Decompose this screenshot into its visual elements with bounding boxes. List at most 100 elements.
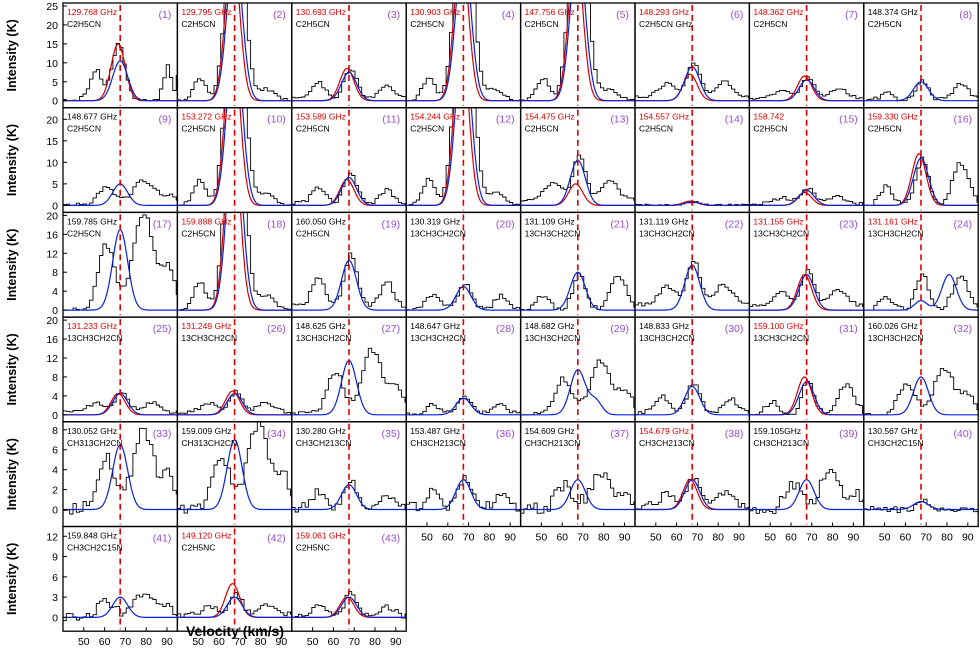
- y-tick-label: 12: [46, 531, 58, 543]
- panel-frequency-label: 130.693 GHz: [296, 7, 346, 17]
- panel-7: 148.362 GHz C2H5CN (7): [748, 2, 865, 109]
- y-tick-label: 9: [52, 552, 58, 564]
- panel-molecule-label: C2H5CN: [296, 228, 330, 238]
- panel-frequency-label: 148.293 GHz: [639, 7, 689, 17]
- panel-number-label: (37): [610, 428, 629, 440]
- panel-43: 159.061 GHz C2H5NC (43) 50 60 70 80 90: [291, 525, 407, 648]
- x-tick-label: 50: [78, 636, 90, 648]
- panel-frequency-label: 160.050 GHz: [296, 216, 346, 226]
- panel-number-label: (3): [387, 9, 400, 21]
- panel-number-label: (5): [616, 9, 629, 21]
- model-total-curve: [63, 43, 178, 102]
- panel-12: 154.244 GHz C2H5CN (12): [405, 107, 522, 214]
- panel-38: 154.679 GHz CH3CH213CN (38) 50 60 70 80 90: [634, 421, 751, 544]
- x-tick-label: 80: [712, 532, 724, 544]
- observed-spectrum: [291, 347, 407, 416]
- panel-molecule-label: C2H5CN: [410, 19, 444, 29]
- panel-frequency-label: 154.557 GHz: [639, 112, 689, 122]
- panel-number-label: (38): [725, 428, 744, 440]
- panel-molecule-label: 13CH3CH2CN: [67, 333, 123, 343]
- observed-spectrum: [177, 421, 292, 514]
- y-tick-label: 12: [46, 353, 58, 365]
- panel-frame: [863, 421, 979, 528]
- x-tick-label: 50: [307, 636, 319, 648]
- panel-number-label: (36): [496, 428, 515, 440]
- model-component-curve: [520, 3, 635, 102]
- panel-frequency-label: 160.026 GHz: [868, 321, 918, 331]
- panel-molecule-label: C2H5CN: [181, 228, 215, 238]
- panel-molecule-label: C2H5NC: [181, 543, 215, 553]
- x-tick-label: 80: [827, 532, 839, 544]
- panel-number-label: (1): [159, 9, 172, 21]
- y-tick-label: 4: [52, 391, 58, 403]
- panel-number-label: (20): [496, 218, 515, 230]
- panel-41: 159.848 GHz CH3CH2C15N (41) 0 3 6 9 12 Intensity…: [5, 525, 179, 648]
- x-tick-label: 70: [234, 636, 246, 648]
- panel-frequency-label: 130.280 GHz: [296, 426, 346, 436]
- y-tick-label: 15: [46, 39, 58, 51]
- panel-number-label: (13): [610, 114, 629, 126]
- panel-molecule-label: CH3CH2C15N: [868, 438, 924, 448]
- panel-frequency-label: 131.233 GHz: [67, 321, 117, 331]
- panel-number-label: (22): [725, 218, 744, 230]
- panel-32: 160.026 GHz 13CH3CH2CN (32): [863, 316, 979, 423]
- model-component-curve: [406, 3, 521, 102]
- y-tick-label: 15: [46, 136, 58, 148]
- y-tick-label: 5: [52, 77, 58, 89]
- panel-frequency-label: 149.120 GHz: [181, 531, 231, 541]
- panel-18: 159.888 GHz C2H5CN (18): [176, 211, 293, 318]
- panel-frequency-label: 130.567 GHz: [868, 426, 918, 436]
- panel-molecule-label: 13CH3CH2CN: [525, 333, 581, 343]
- panel-10: 153.272 GHz C2H5CN (10): [176, 107, 293, 214]
- panel-number-label: (9): [159, 114, 172, 126]
- x-tick-label: 50: [879, 532, 891, 544]
- x-tick-label: 90: [848, 532, 860, 544]
- panel-frequency-label: 154.244 GHz: [410, 112, 460, 122]
- panel-molecule-label: C2H5CN: [639, 124, 673, 134]
- panel-molecule-label: C2H5CN: [67, 19, 101, 29]
- x-tick-label: 60: [671, 532, 683, 544]
- panel-frequency-label: 130.052 GHz: [67, 426, 117, 436]
- panel-number-label: (21): [610, 218, 629, 230]
- panel-frequency-label: 129.795 GHz: [181, 7, 231, 17]
- panel-number-label: (18): [267, 218, 286, 230]
- panel-molecule-label: C2H5NC: [296, 543, 330, 553]
- y-tick-label: 10: [46, 157, 58, 169]
- model-component-curve: [177, 107, 292, 206]
- panel-number-label: (28): [496, 323, 515, 335]
- panel-molecule-label: C2H5CN: [525, 124, 559, 134]
- observed-spectrum: [177, 212, 292, 311]
- panel-number-label: (11): [382, 114, 400, 126]
- x-tick-label: 90: [161, 636, 173, 648]
- panel-frequency-label: 159.105GHz: [753, 426, 801, 436]
- x-tick-label: 50: [650, 532, 662, 544]
- panel-molecule-label: 13CH3CH2CN: [410, 333, 466, 343]
- x-tick-label: 70: [806, 532, 818, 544]
- panel-molecule-label: CH3CH213CN: [410, 438, 466, 448]
- panel-37: 154.609 GHz CH3CH213CN (37) 50 60 70 80 90: [519, 421, 636, 544]
- panel-molecule-label: C2H5CN: [181, 19, 215, 29]
- x-tick-label: 50: [421, 532, 433, 544]
- y-tick-label: 16: [46, 334, 58, 346]
- observed-spectrum: [63, 43, 178, 102]
- y-tick-label: 25: [46, 1, 58, 13]
- panel-number-label: (24): [954, 218, 973, 230]
- panel-molecule-label: C2H5CN GHz: [639, 19, 692, 29]
- y-tick-label: 0: [52, 96, 58, 108]
- panel-molecule-label: CH3CH2C15N: [67, 543, 123, 553]
- x-tick-label: 90: [733, 532, 745, 544]
- panel-36: 153.487 GHz CH3CH213CN (36) 50 60 70 80 90: [405, 421, 522, 544]
- panel-13: 154.475 GHz C2H5CN (13): [519, 107, 636, 214]
- observed-spectrum: [406, 395, 521, 416]
- model-component-curve: [291, 596, 407, 618]
- panel-number-label: (12): [496, 114, 515, 126]
- panel-frequency-label: 148.374 GHz: [868, 7, 918, 17]
- observed-spectrum: [291, 172, 407, 206]
- observed-spectrum: [406, 3, 521, 102]
- y-tick-label: 20: [46, 114, 58, 126]
- y-tick-label: 20: [46, 20, 58, 32]
- panel-42: 149.120 GHz C2H5NC (42) 50 60 70 80 90: [176, 525, 293, 648]
- panel-3: 130.693 GHz C2H5CN (3): [291, 2, 407, 109]
- model-component-curve: [406, 397, 521, 416]
- panel-frequency-label: 148.833 GHz: [639, 321, 689, 331]
